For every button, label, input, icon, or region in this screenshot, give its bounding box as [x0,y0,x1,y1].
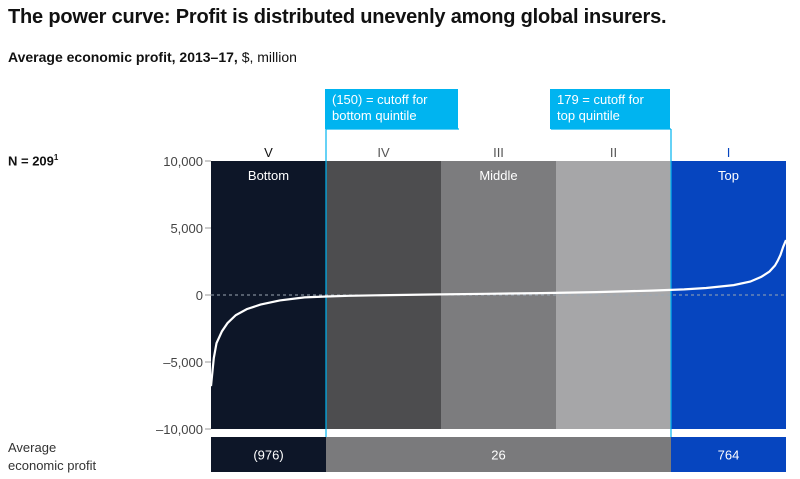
quintile-name-iii: Middle [479,168,517,183]
y-tick-label: 10,000 [163,154,203,169]
quintile-numeral-i: I [727,145,731,160]
subtitle-bold: Average economic profit, 2013–17, [8,49,238,65]
average-label-line-1: Average [8,440,57,455]
quintile-name-i: Top [718,168,739,183]
y-tick-label: 5,000 [170,221,203,236]
average-profit-label: Average economic profit [8,439,96,475]
quintile-numeral-ii: II [610,145,617,160]
average-label-line-2: economic profit [8,458,97,473]
quintile-numeral-iii: III [493,145,504,160]
footnote-marker: 1 [53,153,59,162]
quintile-numeral-v: V [264,145,273,160]
top-cutoff-callout: 179 = cutoff for top quintile [550,89,670,129]
top-cutoff-line-2: top quintile [557,108,620,123]
quintile-numeral-iv: IV [377,145,390,160]
avg-value-top: 764 [718,448,740,463]
chart-title: The power curve: Profit is distributed u… [8,6,667,28]
avg-value-bottom: (976) [253,448,283,463]
sample-size-text: N = 209 [8,153,54,169]
bottom-cutoff-callout: (150) = cutoff for bottom quintile [325,89,458,129]
quintile-name-v: Bottom [248,168,289,183]
avg-bar-middle [326,437,671,472]
avg-bar-top [671,437,786,472]
y-tick-label: –5,000 [163,355,203,370]
profit-curve-line [209,239,788,387]
avg-value-middle: 26 [491,448,505,463]
y-tick-label: –10,000 [156,422,203,437]
subtitle-unit: $, million [237,49,297,65]
sample-size-label: N = 2091 [8,153,58,168]
avg-bar-bottom [211,437,326,472]
top-cutoff-line-1: 179 = cutoff for [557,92,644,107]
bottom-cutoff-line-1: (150) = cutoff for [332,92,428,107]
y-tick-label: 0 [196,288,203,303]
chart-subtitle: Average economic profit, 2013–17, $, mil… [8,49,297,65]
bottom-cutoff-line-2: bottom quintile [332,108,417,123]
